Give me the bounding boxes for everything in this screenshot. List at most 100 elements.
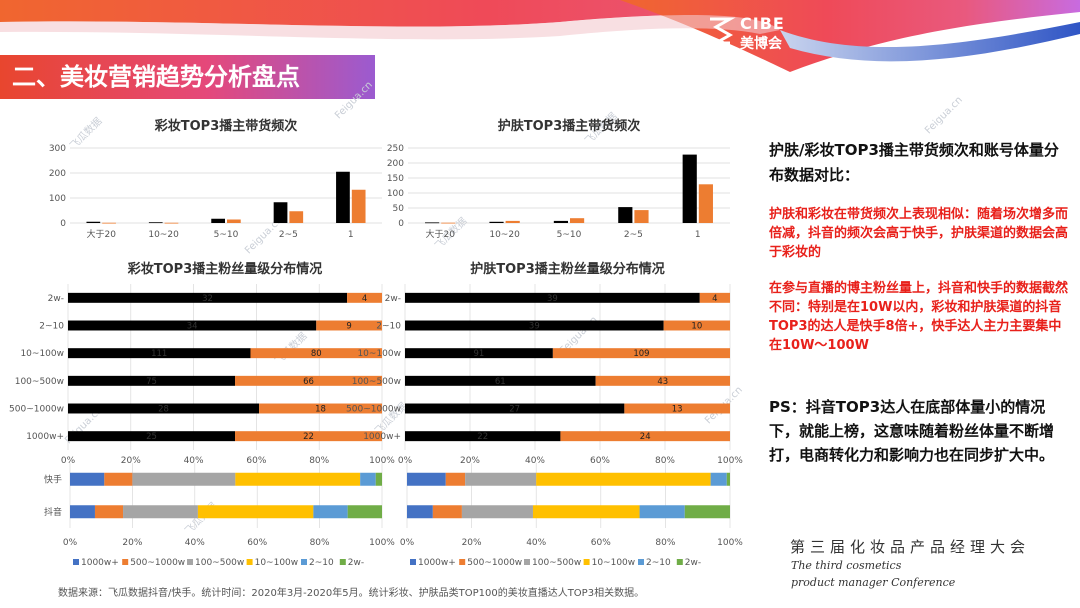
x-tick-label: 0% bbox=[63, 538, 78, 548]
bar-segment bbox=[432, 505, 462, 519]
legend-label: 2~10 bbox=[309, 558, 334, 568]
x-tick-label: 10~20 bbox=[148, 230, 179, 240]
x-tick-label: 1 bbox=[695, 230, 701, 240]
y-tick-label: 10~100w bbox=[357, 349, 401, 359]
data-label: 24 bbox=[640, 432, 651, 442]
bar bbox=[618, 207, 633, 223]
bar-segment bbox=[465, 472, 537, 486]
data-label: 39 bbox=[547, 294, 558, 304]
bar-segment bbox=[710, 472, 727, 486]
bar-segment bbox=[405, 403, 625, 414]
bar-segment bbox=[235, 431, 382, 442]
data-label: 28 bbox=[158, 405, 169, 415]
legend-label: 10~100w bbox=[592, 558, 636, 568]
section-title: 二、美妆营销趋势分析盘点 bbox=[0, 55, 375, 99]
x-tick-label: 大于20 bbox=[86, 228, 116, 240]
y-tick-label: 500~1000w bbox=[9, 405, 64, 415]
x-tick-label: 5~10 bbox=[214, 230, 239, 240]
x-tick-label: 2~5 bbox=[624, 230, 643, 240]
y-tick-label: 150 bbox=[387, 174, 404, 184]
bar-segment bbox=[405, 292, 700, 303]
bar bbox=[682, 154, 697, 223]
conference-en-1: The third cosmetics bbox=[791, 559, 902, 572]
y-tick-label: 300 bbox=[49, 144, 66, 154]
y-tick-label: 10~100w bbox=[20, 349, 64, 359]
bar-segment bbox=[595, 375, 730, 386]
bar-segment bbox=[68, 403, 260, 414]
bar-segment bbox=[407, 472, 446, 486]
y-tick-label: 100~500w bbox=[352, 377, 401, 387]
x-tick-label: 100% bbox=[717, 538, 743, 548]
data-label: 109 bbox=[633, 349, 649, 359]
legend-swatch bbox=[524, 559, 530, 565]
commentary-red-2: 在参与直播的博主粉丝量上，抖音和快手的数据截然不同：特别是在10W以内，彩妆和护… bbox=[769, 281, 1069, 353]
legend-label: 2w- bbox=[685, 558, 701, 568]
bar bbox=[570, 218, 585, 223]
x-tick-label: 80% bbox=[310, 538, 330, 548]
legend-swatch bbox=[583, 559, 590, 565]
x-tick-label: 20% bbox=[121, 456, 141, 466]
legend-label: 10~100w bbox=[255, 558, 299, 568]
legend-label: 1000w+ bbox=[418, 558, 456, 568]
data-label: 22 bbox=[303, 432, 314, 442]
x-tick-label: 60% bbox=[591, 538, 611, 548]
chart-title: 彩妆TOP3播主粉丝量级分布情况 bbox=[127, 261, 323, 277]
data-label: 32 bbox=[202, 294, 213, 304]
bar-segment bbox=[405, 320, 664, 331]
data-label: 75 bbox=[146, 377, 157, 387]
data-label: 9 bbox=[346, 322, 351, 332]
bar-segment bbox=[461, 505, 533, 519]
x-tick-label: 1 bbox=[348, 230, 354, 240]
legend-swatch bbox=[301, 559, 307, 565]
x-tick-label: 10~20 bbox=[489, 230, 520, 240]
data-label: 111 bbox=[151, 349, 167, 359]
x-tick-label: 80% bbox=[655, 456, 675, 466]
x-tick-label: 0% bbox=[398, 456, 413, 466]
data-label: 66 bbox=[303, 377, 314, 387]
legend-label: 2w- bbox=[348, 558, 364, 568]
bar-segment bbox=[68, 292, 348, 303]
y-tick-label: 100 bbox=[49, 194, 66, 204]
y-tick-label: 200 bbox=[49, 169, 66, 179]
y-tick-label: 250 bbox=[387, 144, 404, 154]
data-label: 4 bbox=[712, 294, 717, 304]
bar bbox=[148, 222, 163, 224]
bar-segment bbox=[445, 472, 466, 486]
bar bbox=[441, 222, 456, 224]
legend-swatch bbox=[638, 559, 644, 565]
y-tick-label: 快手 bbox=[44, 473, 62, 485]
bar bbox=[553, 220, 568, 223]
bar-segment bbox=[313, 505, 348, 519]
x-tick-label: 20% bbox=[122, 538, 142, 548]
y-tick-label: 2w- bbox=[385, 294, 401, 304]
bar bbox=[211, 218, 225, 223]
conference-en-2: product manager Conference bbox=[791, 576, 956, 589]
x-tick-label: 60% bbox=[590, 456, 610, 466]
bar-segment bbox=[94, 505, 124, 519]
bar-segment bbox=[250, 348, 382, 359]
x-tick-label: 5~10 bbox=[557, 230, 582, 240]
legend-label: 2~10 bbox=[646, 558, 671, 568]
bar-segment bbox=[536, 472, 711, 486]
data-label: 91 bbox=[474, 349, 485, 359]
bar-segment bbox=[68, 375, 236, 386]
bar-segment bbox=[104, 472, 133, 486]
bar-segment bbox=[259, 403, 382, 414]
y-tick-label: 2w- bbox=[48, 294, 64, 304]
x-tick-label: 40% bbox=[185, 538, 205, 548]
y-tick-label: 0 bbox=[60, 219, 66, 229]
x-tick-label: 80% bbox=[655, 538, 675, 548]
x-tick-label: 40% bbox=[526, 538, 546, 548]
bar-segment bbox=[347, 292, 382, 303]
x-tick-label: 20% bbox=[460, 456, 480, 466]
bar-segment bbox=[375, 472, 382, 486]
y-tick-label: 100~500w bbox=[15, 377, 64, 387]
commentary-red-1: 护肤和彩妆在带货频次上表现相似：随着场次增多而倍减，抖音的频次会高于快手，护肤渠… bbox=[769, 207, 1069, 260]
bar bbox=[336, 171, 350, 223]
bar-segment bbox=[532, 505, 640, 519]
legend-swatch bbox=[187, 559, 193, 565]
bar-segment bbox=[684, 505, 730, 519]
bar-segment bbox=[552, 348, 730, 359]
data-label: 34 bbox=[187, 322, 198, 332]
commentary-ps: PS：抖音TOP3达人在底部体量小的情况下，就能上榜，这意味随着粉丝体量不断增打… bbox=[769, 398, 1055, 464]
